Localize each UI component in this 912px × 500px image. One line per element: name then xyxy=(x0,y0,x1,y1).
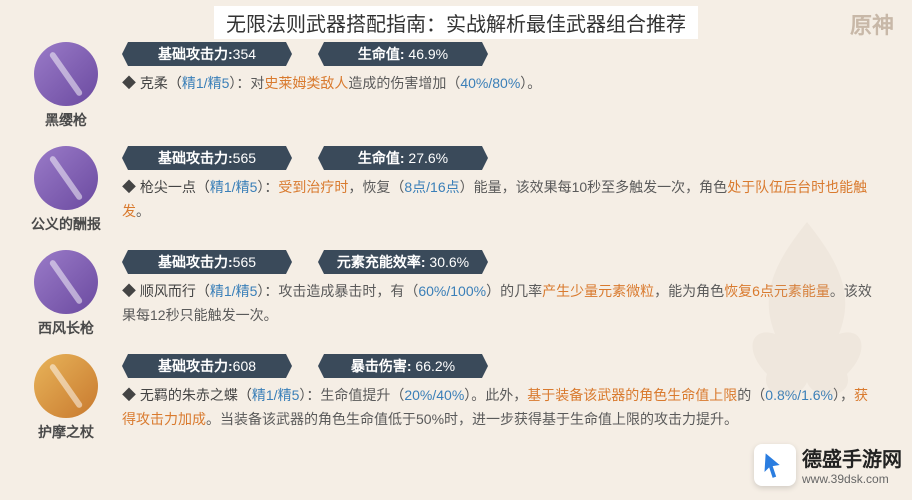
weapon-icon xyxy=(34,250,98,314)
decorative-flame xyxy=(727,210,887,410)
weapon-row: 黑缨枪 基础攻击力:354 生命值: 46.9% ◆ 克柔（精1/精5）：对史莱姆类敌… xyxy=(18,42,894,130)
weapon-icon xyxy=(34,354,98,418)
weapon-effect: ◆ 克柔（精1/精5）：对史莱姆类敌人造成的伤害增加（40%/80%）。 xyxy=(122,72,894,96)
weapon-name: 护摩之杖 xyxy=(18,422,114,442)
page-title: 无限法则武器搭配指南：实战解析最佳武器组合推荐 xyxy=(214,6,698,39)
substat-badge: 暴击伤害: 66.2% xyxy=(318,354,488,378)
game-logo: 原神 xyxy=(850,8,894,40)
watermark-title: 德盛手游网 xyxy=(802,443,902,472)
atk-badge: 基础攻击力:565 xyxy=(122,250,292,274)
substat-badge: 生命值: 46.9% xyxy=(318,42,488,66)
watermark-icon xyxy=(754,444,796,486)
substat-badge: 生命值: 27.6% xyxy=(318,146,488,170)
weapon-icon xyxy=(34,146,98,210)
watermark: 德盛手游网 www.39dsk.com xyxy=(754,443,902,486)
weapon-name: 公义的酬报 xyxy=(18,214,114,234)
atk-badge: 基础攻击力:565 xyxy=(122,146,292,170)
atk-badge: 基础攻击力:354 xyxy=(122,42,292,66)
weapon-name: 黑缨枪 xyxy=(18,110,114,130)
weapon-icon xyxy=(34,42,98,106)
weapon-name: 西风长枪 xyxy=(18,318,114,338)
substat-badge: 元素充能效率: 30.6% xyxy=(318,250,488,274)
atk-badge: 基础攻击力:608 xyxy=(122,354,292,378)
watermark-url: www.39dsk.com xyxy=(802,472,902,486)
